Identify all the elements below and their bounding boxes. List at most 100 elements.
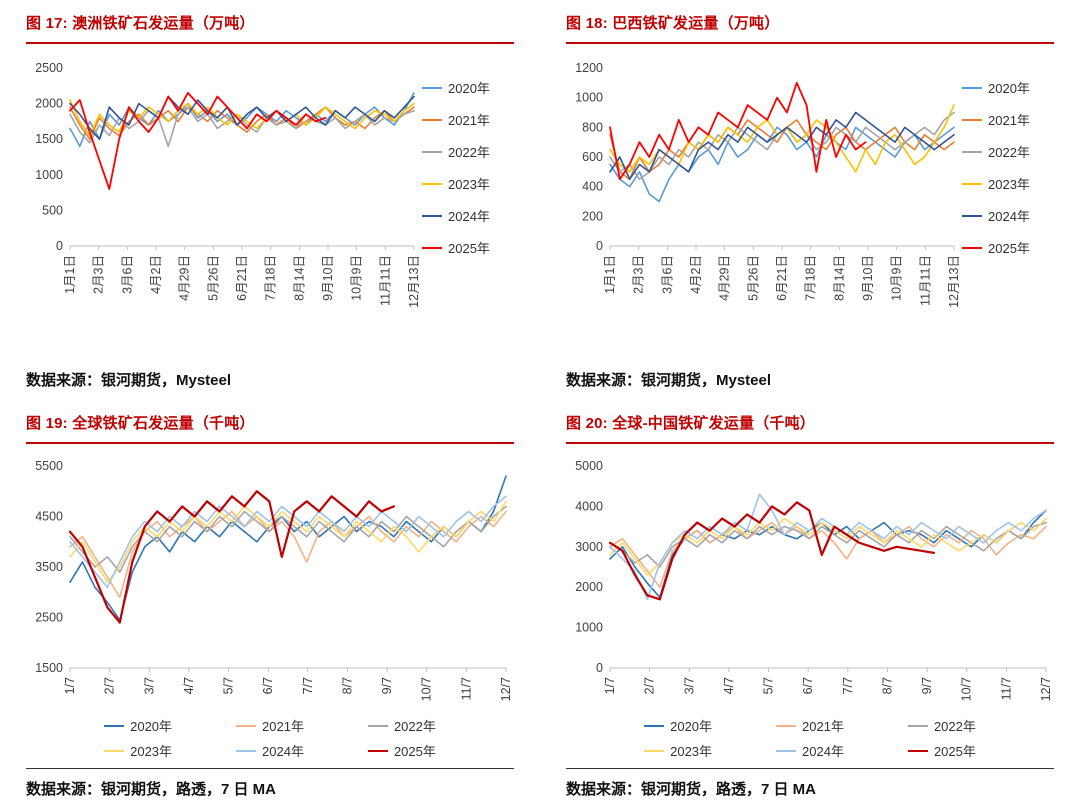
y-axis-label: 2500 <box>35 61 63 75</box>
series-line-2024年 <box>609 111 955 181</box>
legend-swatch <box>776 724 797 727</box>
y-axis-label: 1500 <box>35 132 63 146</box>
series-line-2021年 <box>609 119 955 181</box>
legend-swatch <box>422 182 442 185</box>
x-axis-label: 2/7 <box>643 677 657 694</box>
legend-item: 2022年 <box>367 716 436 735</box>
series-line-2025年 <box>608 501 935 601</box>
legend-label: 2025年 <box>448 241 490 256</box>
figure-20-line-chart: 0 1000 2000 3000 4000 5000 1/7 2/7 3/7 4/7 5/7 6/7 7… <box>566 456 1054 710</box>
x-axis-label: 10/7 <box>420 677 434 701</box>
legend-item: 2022年 <box>422 142 514 161</box>
legend-item: 2023年 <box>644 741 712 760</box>
legend-swatch <box>422 86 442 89</box>
series-line-2024年 <box>69 495 507 588</box>
x-axis-label: 2/7 <box>103 677 117 694</box>
legend-label: 2024年 <box>448 209 490 224</box>
x-axis-label: 7/7 <box>841 677 855 694</box>
x-axis-label: 2月3日 <box>632 255 646 294</box>
x-axis-label: 1/7 <box>63 677 77 694</box>
y-axis-label: 4500 <box>35 510 63 524</box>
x-axis-label: 11月11日 <box>918 255 932 306</box>
x-axis-label: 9/7 <box>380 677 394 694</box>
legend-item: 2021年 <box>422 110 514 129</box>
x-axis-label: 10月9日 <box>350 255 364 301</box>
legend-swatch <box>236 724 257 727</box>
x-axis-label: 4月29日 <box>718 255 732 301</box>
legend-label: 2022年 <box>393 719 436 734</box>
legend-label: 2021年 <box>988 113 1030 128</box>
legend-label: 2025年 <box>933 744 976 759</box>
figure-19-title: 图 19: 全球铁矿石发运量（千吨） <box>26 410 514 444</box>
x-axis-label: 6/7 <box>261 677 275 694</box>
figure-17-source: 数据来源：银河期货，Mysteel <box>26 372 232 389</box>
x-axis-label: 6/7 <box>801 677 815 694</box>
legend-label: 2022年 <box>988 145 1030 160</box>
legend-label: 2025年 <box>393 744 436 759</box>
figure-20-legend: 2020年 2021年 2022年 2023年 2024年 2025年 <box>566 710 1054 768</box>
x-axis-label: 9月10日 <box>861 255 875 301</box>
x-axis-label: 4/7 <box>182 677 196 694</box>
legend-item: 2021年 <box>236 716 304 735</box>
legend-label: 2021年 <box>262 719 304 734</box>
legend-label: 2020年 <box>988 81 1030 96</box>
legend-swatch <box>907 724 928 727</box>
legend-label: 2020年 <box>448 81 490 96</box>
x-axis-label: 5/7 <box>762 677 776 694</box>
legend-label: 2025年 <box>988 241 1030 256</box>
legend-label: 2023年 <box>988 177 1030 192</box>
legend-item: 2025年 <box>367 741 436 760</box>
x-axis-label: 3月6日 <box>660 255 674 294</box>
figure-20-panel: 图 20: 全球-中国铁矿发运量（千吨） 0 1000 2000 3000 4000 50… <box>540 400 1080 805</box>
series-line-2025年 <box>68 490 395 624</box>
figure-19-source: 数据来源：银河期货，路透，7 日 MA <box>26 768 514 805</box>
legend-swatch <box>422 118 442 121</box>
y-axis-label: 1500 <box>35 661 63 675</box>
legend-swatch <box>962 182 982 185</box>
x-axis-label: 1月1日 <box>63 255 77 294</box>
legend-label: 2023年 <box>448 177 490 192</box>
figure-20-source: 数据来源：银河期货，路透，7 日 MA <box>566 768 1054 805</box>
series-line-2023年 <box>69 500 507 583</box>
legend-item: 2023年 <box>962 174 1054 193</box>
legend-swatch <box>104 724 125 727</box>
legend-swatch <box>962 150 982 153</box>
y-axis-label: 0 <box>56 239 63 253</box>
x-axis-label: 11/7 <box>999 677 1013 700</box>
figure-18-panel: 图 18: 巴西铁矿发运量（万吨） 0 200 400 600 800 1000 1200 1… <box>540 0 1080 400</box>
legend-item: 2020年 <box>422 78 514 97</box>
legend-item: 2022年 <box>962 142 1054 161</box>
x-axis-label: 6月21日 <box>235 255 249 301</box>
legend-item: 2021年 <box>776 716 844 735</box>
fig20-svg: 0 1000 2000 3000 4000 5000 1/7 2/7 3/7 4/7 5/7 6/7 7… <box>575 459 1053 701</box>
figure-19-panel: 图 19: 全球铁矿石发运量（千吨） 1500 2500 3500 4500 5500 1… <box>0 400 540 805</box>
y-axis-label: 5500 <box>35 459 63 473</box>
series-line-2024年 <box>609 493 1047 601</box>
fig17-svg: 0 500 1000 1500 2000 2500 1月1日 2月3日 3月6日 4月2日 4月29… <box>35 61 421 308</box>
x-axis-label: 1/7 <box>603 677 617 694</box>
y-axis-label: 0 <box>596 661 603 675</box>
x-axis-label: 5月26日 <box>746 255 760 301</box>
y-axis-label: 4000 <box>575 499 603 513</box>
legend-item: 2021年 <box>962 110 1054 129</box>
y-axis-label: 2000 <box>575 580 603 594</box>
x-axis-label: 6月21日 <box>775 255 789 301</box>
x-axis-label: 9/7 <box>920 677 934 694</box>
x-axis-label: 3/7 <box>142 677 156 694</box>
legend-item: 2024年 <box>776 741 844 760</box>
figure-18-title: 图 18: 巴西铁矿发运量（万吨） <box>566 10 1054 44</box>
legend-label: 2024年 <box>802 744 844 759</box>
legend-swatch <box>907 749 928 752</box>
legend-label: 2020年 <box>130 719 173 734</box>
legend-item: 2024年 <box>236 741 304 760</box>
legend-item: 2025年 <box>422 238 514 257</box>
legend-swatch <box>104 749 125 752</box>
legend-swatch <box>962 246 982 249</box>
figure-18-chart-area: 0 200 400 600 800 1000 1200 1月1日 2月3日 3月6日 4月2日 4月2… <box>566 58 1054 336</box>
figure-17-panel: 图 17: 澳洲铁矿石发运量（万吨） 0 500 1000 1500 2000 2500 1… <box>0 0 540 400</box>
x-axis-label: 4/7 <box>722 677 736 694</box>
x-axis-label: 10月9日 <box>890 255 904 301</box>
legend-swatch <box>367 749 388 752</box>
legend-item: 2025年 <box>907 741 976 760</box>
figure-17-legend: 2020年 2021年 2022年 2023年 2024年 2025年 <box>422 58 514 336</box>
